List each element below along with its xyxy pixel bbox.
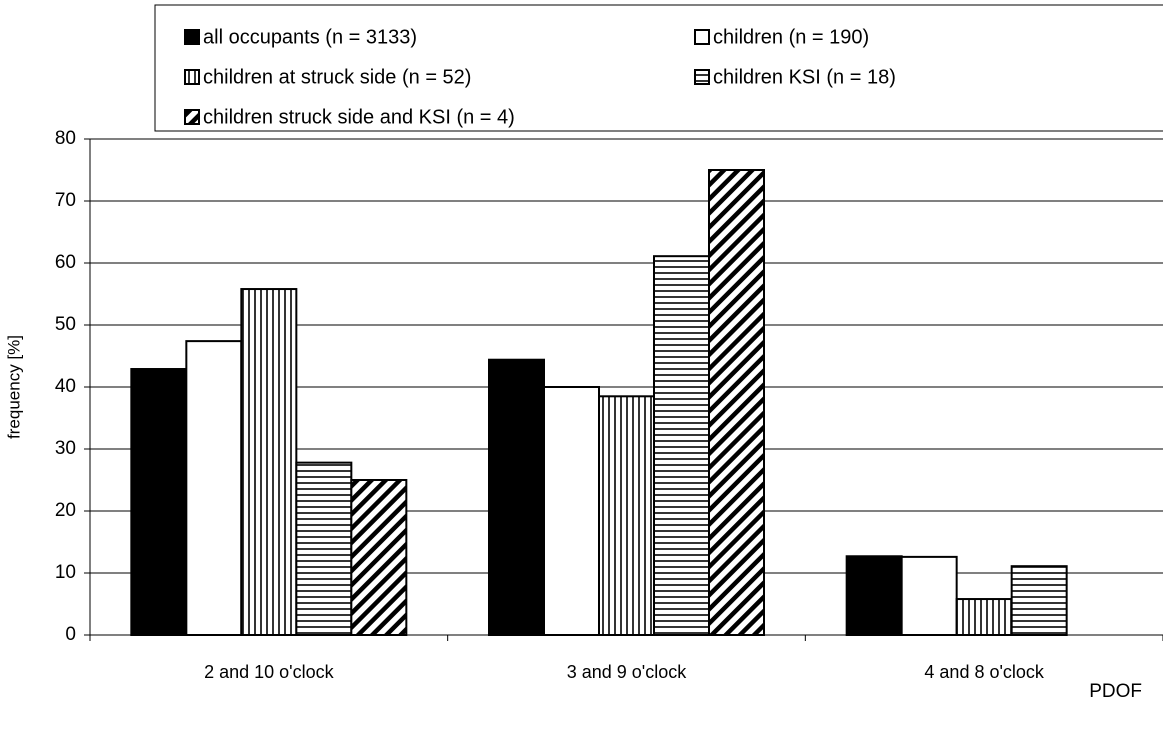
legend-label: children (n = 190) [713, 26, 869, 48]
legend-swatch [184, 109, 200, 125]
bar [185, 340, 243, 636]
bar [845, 555, 903, 637]
bar [955, 598, 1013, 636]
bar [350, 479, 408, 636]
legend-swatch [694, 69, 710, 85]
legend-label: all occupants (n = 3133) [203, 26, 417, 48]
x-axis-label: PDOF [1089, 681, 1142, 702]
legend-label: children struck side and KSI (n = 4) [203, 106, 515, 128]
bar [130, 368, 188, 636]
x-tick-label: 2 and 10 o'clock [204, 662, 335, 682]
y-tick-label: 30 [55, 438, 76, 459]
bar [1010, 565, 1068, 636]
legend-label: children KSI (n = 18) [713, 66, 896, 88]
y-tick-label: 40 [55, 376, 76, 397]
bar [708, 169, 765, 636]
y-tick-label: 20 [55, 500, 76, 521]
bar [653, 255, 710, 636]
bar [295, 461, 353, 637]
x-tick-label: 3 and 9 o'clock [567, 662, 688, 682]
y-tick-label: 0 [65, 624, 76, 645]
legend-box [154, 4, 1163, 132]
legend-swatch [184, 29, 200, 45]
bar [900, 555, 958, 637]
y-axis-label: frequency [%] [4, 335, 23, 439]
bar [598, 395, 655, 636]
legend-label: children at struck side (n = 52) [203, 66, 471, 88]
y-tick-label: 70 [55, 190, 76, 211]
bar [488, 358, 545, 636]
bar [543, 386, 600, 636]
legend-swatch [694, 29, 710, 45]
y-tick-label: 50 [55, 314, 76, 335]
bar [240, 288, 298, 636]
legend-swatch [184, 69, 200, 85]
y-tick-label: 60 [55, 252, 76, 273]
x-tick-label: 4 and 8 o'clock [924, 662, 1045, 682]
y-tick-label: 10 [55, 562, 76, 583]
y-tick-label: 80 [55, 128, 76, 149]
